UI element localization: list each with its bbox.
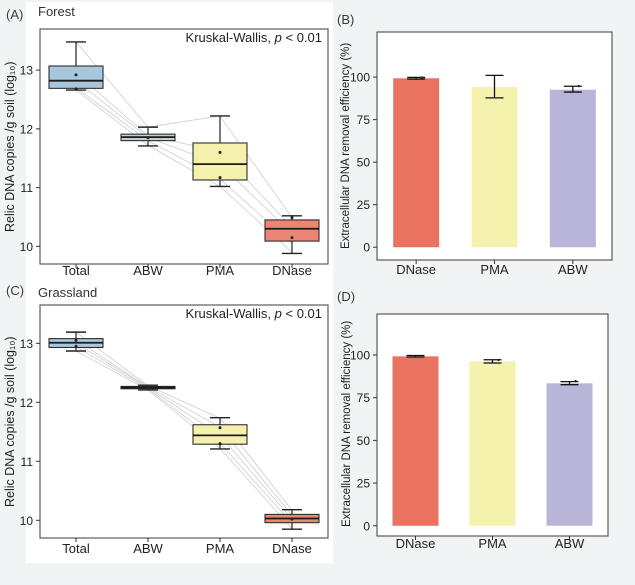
box-total bbox=[48, 65, 104, 89]
data-point bbox=[290, 517, 294, 521]
x-category-label-total: Total bbox=[62, 541, 90, 556]
data-point bbox=[74, 338, 78, 342]
panel-a-kruskal-wallis-annotation: Kruskal-Wallis, p < 0.01 bbox=[186, 30, 322, 45]
y-tick-label-100: 100 bbox=[350, 71, 370, 85]
y-tick-label-0: 0 bbox=[363, 519, 370, 533]
x-category-label-pma: PMA bbox=[480, 262, 509, 277]
y-tick-label-25: 25 bbox=[357, 477, 371, 491]
panel-label-d: (D) bbox=[337, 289, 356, 304]
y-tick-label-75: 75 bbox=[357, 113, 371, 127]
annotation-prefix: Kruskal-Wallis, bbox=[185, 30, 275, 45]
y-tick-label-11: 11 bbox=[21, 455, 34, 469]
panel-a-boxplot-forest: 10 11 12 13 Total ABW PMA DNase bbox=[20, 28, 329, 278]
x-category-label-abw: ABW bbox=[558, 262, 588, 277]
x-category-label-pma: PMA bbox=[478, 536, 507, 551]
y-tick-label-13: 13 bbox=[20, 64, 34, 78]
replicate-point bbox=[577, 84, 581, 88]
bar-abw bbox=[549, 89, 596, 248]
panel-label-a: (A) bbox=[6, 7, 24, 22]
data-point bbox=[218, 426, 222, 430]
box-pma bbox=[192, 142, 248, 181]
sample-pair-line bbox=[75, 346, 293, 524]
y-tick-label-13: 13 bbox=[20, 337, 34, 351]
y-tick-label-10: 10 bbox=[20, 514, 34, 528]
panel-a-title: Forest bbox=[38, 4, 75, 19]
panel-c-title: Grassland bbox=[38, 285, 98, 300]
annotation-p-symbol: p bbox=[274, 306, 282, 321]
x-category-label-dnase: DNase bbox=[272, 541, 312, 556]
y-tick-label-10: 10 bbox=[20, 240, 34, 254]
panel-c-boxplot-grassland: 10 11 12 13 Total ABW PMA DNase bbox=[20, 304, 329, 556]
sample-pair-line bbox=[75, 339, 293, 516]
sample-pair-line bbox=[75, 89, 293, 253]
bar-pma bbox=[469, 361, 516, 526]
y-tick-label-12: 12 bbox=[20, 396, 34, 410]
panel-a-y-axis-label: Relic DNA copies /g soil (log₁₀) bbox=[3, 61, 17, 232]
replicate-point bbox=[497, 358, 500, 362]
panel-d-barchart-grassland: 0 25 50 75 100 DNase PMA ABW bbox=[350, 313, 609, 551]
x-category-label-abw: ABW bbox=[133, 263, 163, 278]
annotation-p-symbol: p bbox=[274, 30, 282, 45]
sample-pair-line bbox=[75, 80, 293, 234]
sample-pair-line bbox=[75, 331, 293, 511]
data-point bbox=[218, 442, 222, 446]
data-point bbox=[218, 150, 222, 154]
panel-b-barchart-forest: 0 25 50 75 100 DNase PMA ABW bbox=[350, 31, 613, 277]
data-point bbox=[74, 87, 78, 91]
panel-c-y-axis-label: Relic DNA copies /g soil (log₁₀) bbox=[3, 336, 17, 507]
box-dnase bbox=[264, 219, 320, 242]
y-tick-label-25: 25 bbox=[357, 198, 371, 212]
sample-pair-line bbox=[75, 350, 293, 529]
panel-c-kruskal-wallis-annotation: Kruskal-Wallis, p < 0.01 bbox=[186, 306, 322, 321]
x-category-label-abw: ABW bbox=[555, 536, 585, 551]
y-tick-label-75: 75 bbox=[357, 391, 371, 405]
x-category-label-pma: PMA bbox=[206, 541, 235, 556]
data-point bbox=[74, 73, 78, 77]
data-point bbox=[74, 344, 78, 348]
annotation-prefix: Kruskal-Wallis, bbox=[185, 306, 275, 321]
bar-abw bbox=[546, 383, 593, 526]
data-point bbox=[218, 176, 222, 180]
bar-dnase bbox=[393, 78, 440, 248]
replicate-point bbox=[574, 379, 577, 383]
sample-pair-line bbox=[75, 72, 293, 228]
panel-label-c: (C) bbox=[6, 283, 25, 298]
x-category-label-total: Total bbox=[62, 263, 90, 278]
panel-b-y-axis-label: Extracellular DNA removal efficiency (%) bbox=[340, 42, 352, 250]
y-tick-label-50: 50 bbox=[357, 434, 371, 448]
y-tick-label-50: 50 bbox=[357, 156, 371, 170]
panel-label-b: (B) bbox=[337, 12, 355, 27]
bar-dnase bbox=[392, 356, 439, 526]
data-point bbox=[146, 386, 150, 390]
x-category-label-dnase: DNase bbox=[396, 262, 436, 277]
y-tick-label-11: 11 bbox=[21, 181, 34, 195]
annotation-suffix: < 0.01 bbox=[281, 30, 322, 45]
data-point bbox=[290, 216, 294, 220]
sample-pair-line bbox=[75, 87, 293, 244]
x-category-label-dnase: DNase bbox=[396, 536, 436, 551]
sample-pair-line bbox=[75, 41, 293, 218]
annotation-suffix: < 0.01 bbox=[281, 306, 322, 321]
x-category-label-dnase: DNase bbox=[272, 263, 312, 278]
x-category-label-abw: ABW bbox=[133, 541, 163, 556]
replicate-point bbox=[420, 76, 424, 79]
bar-pma bbox=[471, 86, 518, 248]
panel-d-y-axis-label: Extracellular DNA removal efficiency (%) bbox=[341, 320, 353, 528]
y-tick-label-0: 0 bbox=[363, 241, 370, 255]
y-tick-label-12: 12 bbox=[20, 122, 34, 136]
x-category-label-pma: PMA bbox=[206, 263, 235, 278]
y-tick-label-100: 100 bbox=[350, 348, 370, 362]
sample-pair-line bbox=[75, 342, 293, 520]
data-point bbox=[146, 136, 150, 140]
data-point bbox=[290, 236, 294, 240]
